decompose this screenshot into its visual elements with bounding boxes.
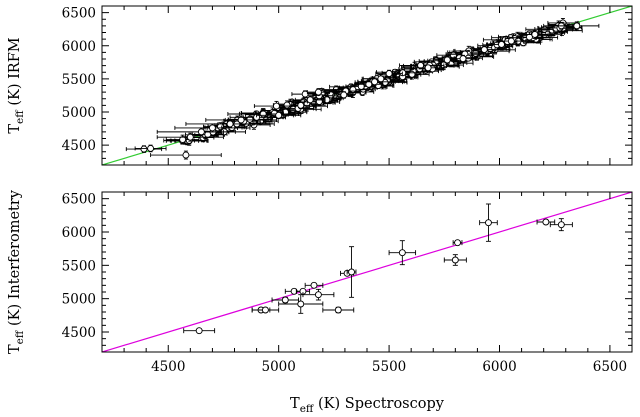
data-point — [256, 111, 302, 120]
data-point — [536, 218, 556, 226]
data-point — [156, 127, 246, 137]
band-data-point — [361, 73, 400, 84]
band-data-point — [486, 41, 517, 48]
data-point — [452, 239, 463, 247]
y-tick-label: 5000 — [62, 292, 96, 308]
data-point — [185, 120, 275, 128]
data-point — [205, 115, 277, 125]
y-axis-title-text: (K) IRFM — [7, 37, 23, 110]
data-point — [125, 145, 163, 153]
data-point — [375, 69, 403, 78]
data-point — [521, 30, 549, 39]
x-tick-label: 5500 — [372, 359, 406, 375]
band-data-point — [294, 96, 326, 104]
y-axis-title-symbol: T — [7, 124, 23, 134]
data-point — [150, 150, 222, 160]
y-axis-title: Teff (K) Interferometry — [7, 189, 26, 354]
x-axis-title: Teff (K) Spectroscopy — [290, 396, 445, 415]
band-data-point — [354, 79, 384, 89]
y-axis-title-symbol: T — [7, 344, 23, 354]
band-data-point — [437, 54, 457, 66]
one-to-one-line — [102, 192, 632, 352]
plot-area — [102, 192, 632, 352]
plot-area — [102, 6, 632, 165]
band-data-point — [227, 113, 273, 125]
data-point — [227, 110, 299, 118]
y-tick-label: 6500 — [62, 6, 96, 22]
band-data-point — [410, 64, 446, 72]
band-data-point — [516, 31, 543, 43]
data-point — [251, 306, 280, 314]
band-data-point — [399, 61, 443, 70]
band-data-point — [473, 45, 496, 54]
data-point — [388, 240, 417, 266]
data-point — [554, 21, 600, 31]
y-axis-title-subscript: eff — [14, 329, 26, 344]
data-point — [322, 306, 355, 314]
x-tick-label: 6000 — [482, 359, 516, 375]
x-axis-title-subscript: eff — [300, 403, 315, 415]
data-point — [443, 254, 467, 266]
band-data-point — [357, 77, 392, 87]
data-point — [183, 327, 216, 335]
data-point — [156, 132, 224, 142]
x-axis-title-symbol: T — [290, 396, 300, 412]
y-tick-label: 4500 — [62, 325, 96, 341]
data-point — [306, 88, 330, 96]
data-point — [549, 218, 573, 232]
band-data-point — [165, 134, 200, 145]
band-data-point — [334, 91, 354, 99]
data-point — [291, 90, 319, 98]
y-tick-label: 6000 — [62, 225, 96, 241]
y-tick-label: 5500 — [62, 258, 96, 274]
data-point — [304, 281, 324, 289]
x-axis-title-text: (K) Spectroscopy — [313, 396, 444, 412]
data-point — [291, 101, 311, 110]
y-axis-title: Teff (K) IRFM — [7, 37, 26, 133]
y-tick-label: 4500 — [62, 138, 96, 154]
y-axis-title-text: (K) Interferometry — [7, 189, 23, 330]
y-tick-label: 5500 — [62, 72, 96, 88]
data-point — [271, 296, 299, 304]
panel-bottom: 4500 5000 5500 6000 6500 4500 5000 5500 6000 6500… — [7, 189, 633, 415]
data-point — [346, 246, 357, 298]
y-axis-title-subscript: eff — [14, 109, 26, 124]
y-tick-label: 6000 — [62, 39, 96, 55]
data-point — [174, 123, 251, 133]
x-tick-label: 5000 — [261, 359, 295, 375]
y-tick-label: 6500 — [62, 192, 96, 208]
data-point — [479, 203, 498, 242]
y-tick-label: 5000 — [62, 105, 96, 121]
x-tick-label: 6500 — [593, 359, 627, 375]
data-point — [278, 294, 324, 314]
data-point — [295, 287, 311, 295]
panel-top: 4500 5000 5500 6000 6500 Teff (K) IRFM — [7, 5, 633, 166]
x-tick-label: 4500 — [151, 359, 185, 375]
band-data-point — [450, 54, 476, 63]
data-point — [134, 144, 167, 153]
data-point — [302, 288, 335, 301]
